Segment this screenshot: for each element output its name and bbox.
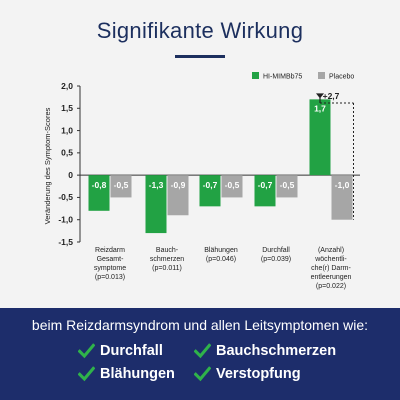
category-label: (p=0.039) [261, 256, 291, 263]
y-tick-label: 1,0 [61, 125, 73, 135]
y-tick-label: -0,5 [58, 192, 73, 202]
legend-swatch [252, 72, 259, 79]
category-label: (p=0.013) [95, 274, 125, 281]
category-label: schmerzen [150, 256, 184, 263]
bar-placebo [331, 175, 353, 220]
y-axis-label: Veränderung des Symptom-Scores [43, 107, 52, 224]
bar-value-label: -0,5 [114, 180, 129, 190]
chart-panel: Signifikante Wirkung 2,0 1,5 1,0 0,5 0 -0,5 -1… [43, 18, 360, 290]
category-label: Gesamt- [97, 256, 125, 263]
category-label: wöchentli- [314, 256, 347, 263]
bar-value-label: -0,7 [258, 180, 273, 190]
category-label: (p=0.011) [152, 265, 182, 272]
legend-label: HI-MIMBb75 [263, 74, 302, 81]
bar-placebo [167, 175, 189, 216]
symptom-label: Blähungen [100, 365, 175, 382]
bar-value-label: -1,0 [335, 180, 350, 190]
bar-value-label: -0,9 [171, 180, 186, 190]
tagline: beim Reizdarmsyndrom und allen Leitsympt… [31, 317, 369, 333]
symptom-label: Durchfall [100, 342, 163, 359]
y-tick-label: -1,5 [58, 237, 73, 247]
check-icon [194, 343, 211, 359]
bar-value-label: -0,7 [203, 180, 218, 190]
category-label: (Anzahl) [318, 247, 344, 254]
check-icon [78, 366, 95, 382]
y-tick-label: 2,0 [61, 81, 73, 91]
bar-treatment [88, 175, 110, 211]
bar-value-label: -1,3 [149, 180, 164, 190]
bar-treatment [309, 99, 331, 176]
y-tick-label: -1,0 [58, 215, 73, 225]
bar-treatment [254, 175, 276, 207]
bar-value-label: -0,8 [92, 180, 107, 190]
y-tick-label: 1,5 [61, 103, 73, 113]
symptom-item: Blähungen [78, 365, 175, 382]
category-label: Blähungen [204, 247, 238, 254]
bar-treatment [199, 175, 221, 207]
legend-label: Placebo [329, 74, 354, 81]
footer-panel: beim Reizdarmsyndrom und allen Leitsympt… [0, 308, 400, 400]
category-label: (p=0.022) [316, 283, 346, 290]
symptom-item: Durchfall [78, 342, 163, 359]
bar-placebo [276, 175, 298, 198]
annotation-label: +2,7 [323, 91, 340, 101]
bar-value-label: -0,5 [280, 180, 295, 190]
symptom-label: Bauchschmerzen [216, 342, 337, 359]
page-title: Signifikante Wirkung [96, 18, 304, 43]
category-label: che(r) Darm- [311, 265, 351, 272]
symptom-label: Verstopfung [216, 365, 301, 382]
title-underline [175, 55, 225, 58]
check-icon [78, 343, 95, 359]
category-label: entleerungen [311, 274, 352, 281]
y-tick-label: 0,5 [61, 148, 73, 158]
annotation-arrow-head [316, 93, 324, 99]
y-tick-label: 0 [68, 170, 73, 180]
category-label: (p=0.046) [206, 256, 236, 263]
category-label: Reizdarm [95, 247, 125, 254]
bar-placebo [110, 175, 132, 198]
symptom-item: Bauchschmerzen [194, 342, 336, 359]
bar-value-label: 1,7 [314, 103, 326, 113]
category-label: symptome [94, 265, 126, 272]
bar-treatment [145, 175, 167, 234]
symptom-item: Verstopfung [194, 365, 301, 382]
bar-placebo [221, 175, 243, 198]
check-icon [194, 366, 211, 382]
legend-swatch [318, 72, 325, 79]
category-label: Bauch- [156, 247, 179, 254]
category-label: Durchfall [262, 247, 290, 254]
bar-value-label: -0,5 [225, 180, 240, 190]
bar-chart: 2,0 1,5 1,0 0,5 0 -0,5 -1,0 -1,5 Veränderung des… [43, 72, 360, 290]
